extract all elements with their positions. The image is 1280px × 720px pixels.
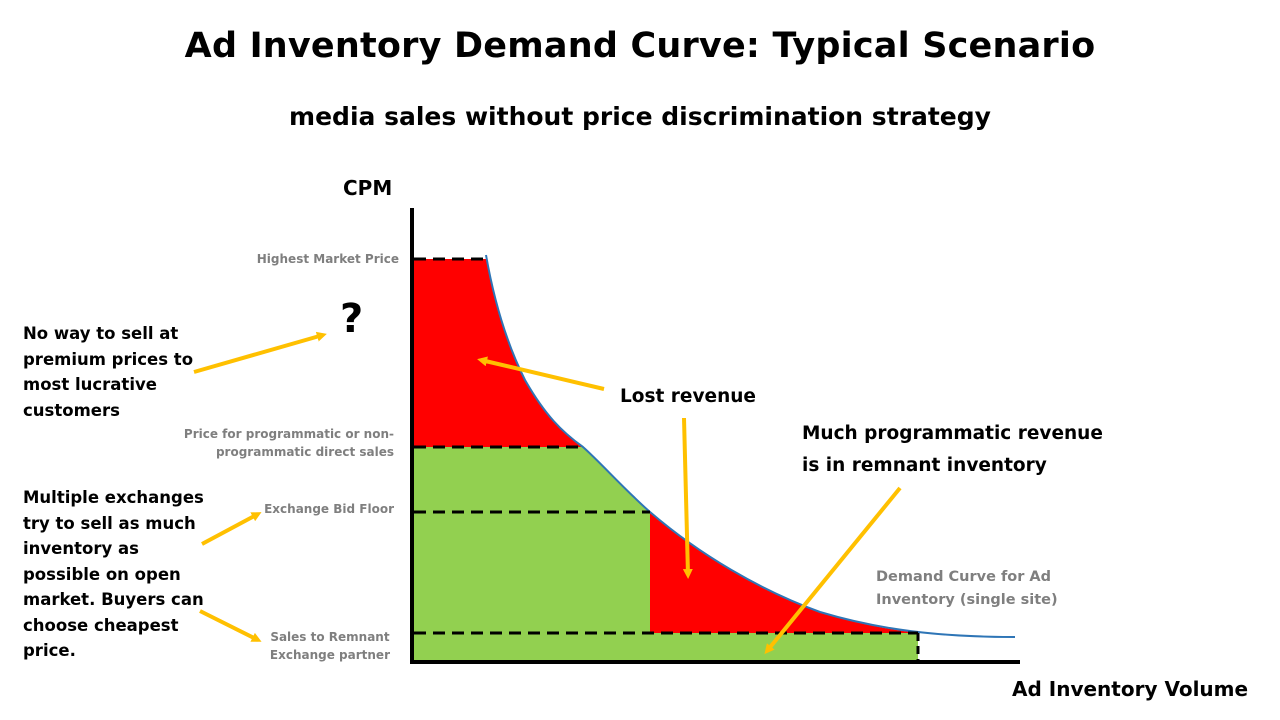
programmatic-callout: Much programmatic revenue is in remnant … <box>802 418 1103 482</box>
highest-price-label: Highest Market Price <box>256 252 399 266</box>
lost-revenue-region-bottom <box>650 512 918 633</box>
demand-curve-label-line2: Inventory (single site) <box>876 592 1058 608</box>
remnant-arrow <box>199 609 262 642</box>
programmatic-callout-line2: is in remnant inventory <box>802 455 1047 476</box>
direct-price-label: Price for programmatic or non- programma… <box>184 425 394 461</box>
question-mark: ? <box>340 296 364 342</box>
programmatic-callout-line1: Much programmatic revenue <box>802 423 1103 444</box>
exchanges-note-line: price. <box>23 641 76 660</box>
exchanges-note-line: market. Buyers can <box>23 590 204 609</box>
remnant-label-line2: Exchange partner <box>269 648 390 662</box>
exchanges-note-line: possible on open <box>23 564 181 584</box>
bid-floor-arrow <box>201 512 262 546</box>
exchanges-note-line: inventory as <box>23 539 139 558</box>
remnant-label-line1: Sales to Remnant <box>270 630 390 644</box>
premium-arrow <box>193 331 327 374</box>
exchanges-note-line: Multiple exchanges <box>23 488 204 507</box>
remnant-label: Sales to Remnant Exchange partner <box>270 628 390 664</box>
exchanges-note-line: try to sell as much <box>23 513 196 533</box>
lost-revenue-arrow-down <box>682 417 693 579</box>
lost-revenue-region-top <box>414 259 583 447</box>
slide-title: Ad Inventory Demand Curve: Typical Scena… <box>184 26 1096 66</box>
lost-revenue-callout: Lost revenue <box>620 386 756 407</box>
demand-curve-label-line1: Demand Curve for Ad <box>876 569 1052 585</box>
bid-floor-label: Exchange Bid Floor <box>264 502 394 516</box>
direct-sales-region <box>414 447 650 633</box>
demand-curve-label: Demand Curve for Ad Inventory (single si… <box>876 566 1058 612</box>
premium-note: No way to sell at premium prices to most… <box>23 321 193 423</box>
y-axis-label: CPM <box>343 176 393 200</box>
premium-note-line: customers <box>23 400 120 420</box>
exchanges-note: Multiple exchanges try to sell as much i… <box>23 485 204 664</box>
direct-price-label-line2: programmatic direct sales <box>215 445 394 459</box>
lost-revenue-arrow-left <box>477 356 605 391</box>
direct-price-label-line1: Price for programmatic or non- <box>183 427 394 441</box>
premium-note-line: premium prices to <box>23 349 194 369</box>
x-axis-label: Ad Inventory Volume <box>1012 677 1249 701</box>
programmatic-arrow <box>764 486 902 655</box>
exchanges-note-line: choose cheapest <box>23 615 179 635</box>
remnant-sales-region <box>414 633 918 660</box>
slide-subtitle: media sales without price discrimination… <box>289 102 991 131</box>
premium-note-line: No way to sell at <box>23 324 179 343</box>
premium-note-line: most lucrative <box>23 375 157 394</box>
